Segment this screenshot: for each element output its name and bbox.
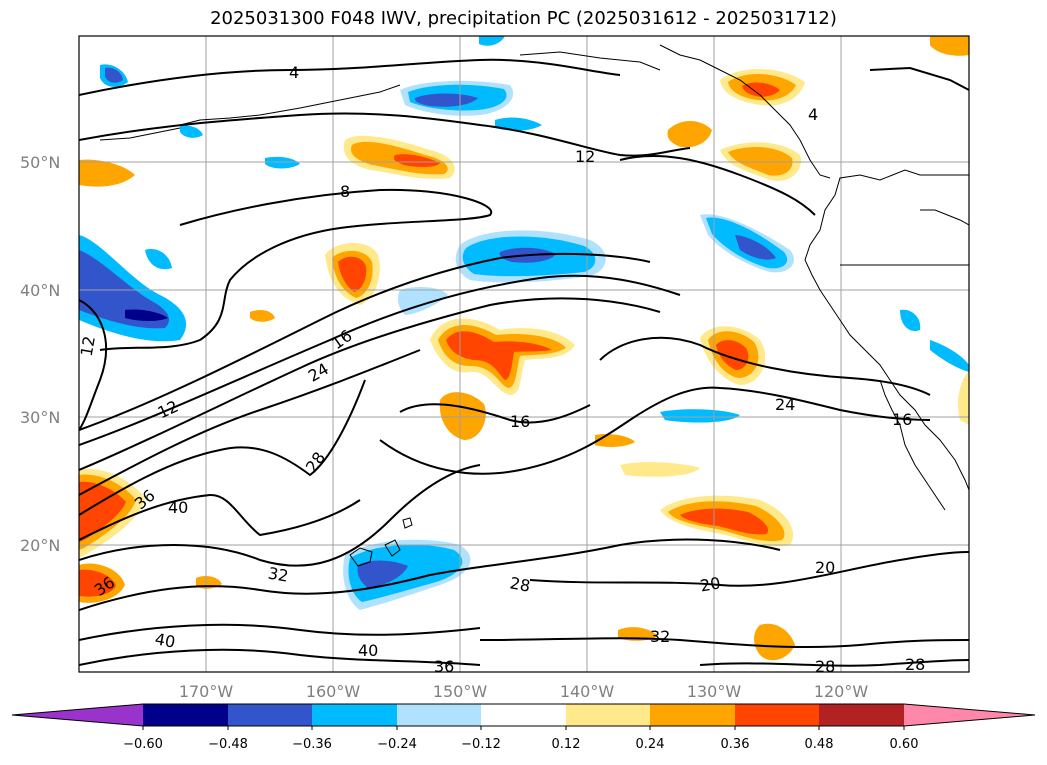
colorbar-tick-label: −0.60 <box>123 737 163 752</box>
precip-blob <box>680 508 769 535</box>
precip-blob <box>660 409 740 423</box>
contour-label: 40 <box>168 498 188 517</box>
precip-blob <box>79 250 170 329</box>
colorbar: −0.60 −0.48 −0.36 −0.24 −0.12 0.12 0.24 … <box>11 703 1036 752</box>
colorbar-tick-label: −0.12 <box>461 737 501 752</box>
contour-label: 32 <box>267 563 290 585</box>
contour-label: 36 <box>434 657 454 676</box>
map-frame <box>78 35 970 673</box>
precip-blob <box>728 147 793 176</box>
colorbar-tick-label: −0.24 <box>377 737 417 752</box>
lon-label: 120°W <box>814 682 869 701</box>
precip-blob <box>79 481 126 542</box>
precip-blob <box>79 569 116 597</box>
precip-blob <box>735 235 776 260</box>
colorbar-segment <box>481 704 566 726</box>
iwv-contours <box>79 58 969 667</box>
precip-blob <box>900 309 921 332</box>
colorbar-tick-label: −0.48 <box>208 737 248 752</box>
lon-label: 140°W <box>560 682 615 701</box>
map-title: 2025031300 F048 IWV, precipitation PC (2… <box>210 8 837 29</box>
lat-label: 30°N <box>20 408 60 427</box>
precip-blob <box>667 121 712 148</box>
lon-label: 160°W <box>306 682 361 701</box>
precip-blob <box>446 331 552 380</box>
lon-label: 150°W <box>433 682 488 701</box>
colorbar-tick-label: 0.48 <box>805 737 834 752</box>
map-panel: 4 12 8 4 12 16 24 12 28 36 40 36 32 40 4… <box>77 36 969 676</box>
longitude-labels: 170°W 160°W 150°W 140°W 130°W 120°W <box>179 682 869 701</box>
contour-label: 20 <box>699 573 722 595</box>
precip-positive-areas <box>79 36 969 661</box>
colorbar-tick-label: 0.36 <box>721 737 750 752</box>
precip-blob <box>125 309 168 321</box>
contour-label: 8 <box>340 182 350 201</box>
precip-blob <box>357 560 408 588</box>
precip-blob <box>620 462 700 477</box>
contour-label: 24 <box>775 395 795 414</box>
contour-label: 28 <box>905 655 925 674</box>
coastline <box>99 44 969 567</box>
precip-blob <box>265 156 300 169</box>
lon-label: 170°W <box>179 682 234 701</box>
precip-blob <box>716 340 749 370</box>
contour-label: 32 <box>650 627 670 646</box>
contour-label: 20 <box>815 558 835 577</box>
colorbar-segment <box>650 704 735 726</box>
colorbar-segment <box>735 704 819 726</box>
contour-label: 4 <box>289 63 299 82</box>
precip-blob <box>338 256 367 292</box>
precip-blob <box>742 82 780 97</box>
colorbar-segment <box>904 704 1035 726</box>
contour-label: 28 <box>508 573 531 595</box>
colorbar-tick-label: 0.12 <box>552 737 581 752</box>
contour-label: 16 <box>892 410 912 429</box>
contour-label: 4 <box>808 105 818 124</box>
lat-label: 40°N <box>20 281 60 300</box>
lat-label: 20°N <box>20 536 60 555</box>
colorbar-segment <box>566 704 650 726</box>
precip-blob <box>145 249 172 270</box>
precip-blob <box>105 67 123 83</box>
colorbar-segment <box>12 704 143 726</box>
contour-label: 28 <box>815 657 835 676</box>
precip-blob <box>958 371 969 425</box>
precip-blob <box>930 340 969 372</box>
colorbar-tick-label: −0.36 <box>292 737 332 752</box>
precip-blob <box>495 117 542 131</box>
colorbar-segment <box>143 704 228 726</box>
precip-blob <box>394 154 440 168</box>
lat-label: 50°N <box>20 153 60 172</box>
precip-blob <box>479 36 505 46</box>
colorbar-segment <box>819 704 904 726</box>
precip-blob <box>79 159 135 187</box>
lon-label: 130°W <box>687 682 742 701</box>
colorbar-segment <box>228 704 312 726</box>
precip-blob <box>439 392 486 440</box>
precip-blob <box>595 433 635 447</box>
contour-labels: 4 12 8 4 12 16 24 12 28 36 40 36 32 40 4… <box>77 63 925 676</box>
precip-blob <box>180 125 203 138</box>
colorbar-tick-label: 0.24 <box>636 737 665 752</box>
contour-label: 40 <box>153 629 176 651</box>
colorbar-segment <box>397 704 481 726</box>
contour-label: 16 <box>510 412 530 431</box>
latitude-labels: 50°N 40°N 30°N 20°N <box>20 153 60 555</box>
precip-blob <box>414 93 478 107</box>
contour-label: 40 <box>358 641 378 660</box>
colorbar-segment <box>312 704 397 726</box>
precip-blob <box>930 36 969 56</box>
precip-blob <box>618 627 658 641</box>
contour-label: 12 <box>77 334 99 357</box>
precip-blob <box>754 623 795 661</box>
precip-blob <box>250 310 275 322</box>
colorbar-tick-label: 0.60 <box>890 737 919 752</box>
contour-label: 12 <box>575 147 595 166</box>
